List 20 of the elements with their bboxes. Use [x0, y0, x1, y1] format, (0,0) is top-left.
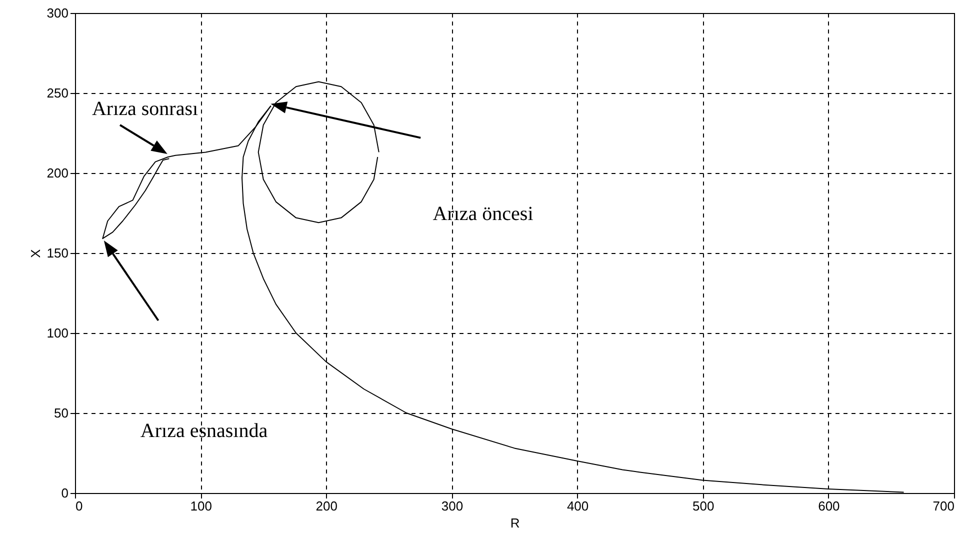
x-tick-label: 500: [692, 498, 714, 514]
y-tick-label: 150: [46, 246, 68, 260]
x-tick-label: 0: [76, 498, 83, 514]
y-tick-label: 0: [61, 486, 68, 500]
y-tick-label: 300: [46, 6, 68, 20]
y-tick-label: 200: [46, 166, 68, 180]
x-tick-label: 200: [316, 498, 338, 514]
x-tick-label: 700: [932, 498, 954, 514]
x-axis-title: R: [510, 516, 520, 530]
y-tick-label: 100: [46, 326, 68, 340]
y-tick-label: 250: [46, 86, 68, 100]
y-axis-title: X: [28, 248, 43, 258]
x-tick-label: 300: [441, 498, 464, 514]
annotation: Arıza esnasında: [140, 420, 268, 442]
x-tick-label: 400: [566, 498, 589, 514]
annotation: Arıza öncesi: [432, 203, 534, 225]
x-tick-label: 600: [818, 498, 840, 514]
annotation: Arıza sonrası: [92, 98, 198, 120]
x-tick-label: 100: [190, 498, 212, 514]
y-tick-label: 50: [54, 406, 68, 420]
